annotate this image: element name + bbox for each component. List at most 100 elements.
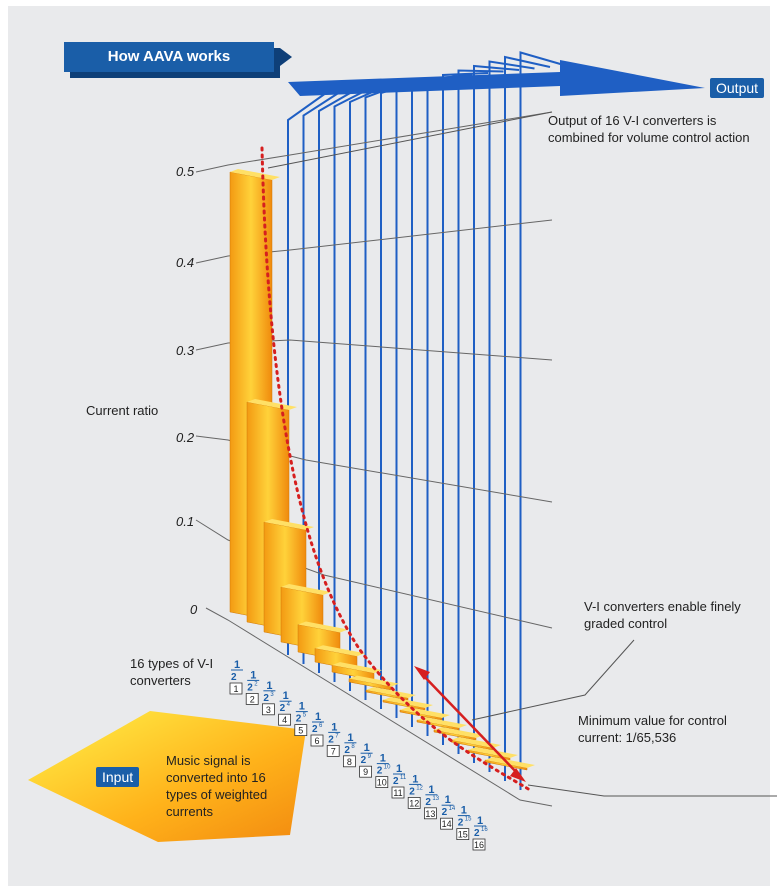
svg-text:1: 1 — [250, 669, 256, 681]
svg-text:12: 12 — [409, 798, 419, 808]
svg-text:1: 1 — [445, 794, 451, 806]
converter-wire — [426, 73, 473, 736]
svg-text:12: 12 — [416, 785, 423, 791]
input-tag: Input — [96, 767, 140, 787]
svg-text:9: 9 — [363, 767, 368, 777]
svg-text:1: 1 — [315, 711, 321, 723]
svg-text:2: 2 — [250, 694, 255, 704]
converter-wire — [302, 85, 350, 664]
converter-wire — [395, 76, 442, 718]
svg-text:2: 2 — [377, 766, 383, 777]
svg-text:1: 1 — [266, 680, 272, 692]
bar-13 — [433, 727, 484, 741]
svg-text:16: 16 — [481, 827, 488, 833]
svg-text:2: 2 — [442, 807, 448, 818]
input-signal-shape — [28, 711, 306, 842]
svg-text:2: 2 — [393, 776, 399, 787]
svg-text:1: 1 — [380, 753, 386, 765]
fraction-label-7: 12 7 7 — [326, 721, 341, 757]
svg-text:3: 3 — [270, 692, 274, 698]
converter-types-note: 16 types of V-I converters — [130, 656, 214, 688]
svg-text:14: 14 — [442, 819, 452, 829]
fraction-label-3: 12 3 3 — [261, 680, 276, 716]
svg-text:5: 5 — [298, 726, 303, 736]
decay-curve — [260, 146, 532, 792]
music-note: Music signal is converted into 16 types … — [166, 753, 268, 819]
y-tick-0: 0 — [190, 602, 198, 617]
svg-text:2: 2 — [474, 828, 480, 839]
fraction-label-4: 12 4 4 — [278, 690, 292, 726]
minimum-note: Minimum value for control current: 1/65,… — [578, 713, 727, 745]
y-tick-0.2: 0.2 — [176, 430, 195, 445]
fraction-label-15: 12 15 15 — [456, 805, 472, 840]
svg-text:14: 14 — [449, 806, 456, 812]
y-tick-0.1: 0.1 — [176, 514, 195, 529]
svg-text:1: 1 — [428, 784, 434, 796]
fraction-label-9: 12 9 9 — [359, 742, 373, 778]
svg-text:2: 2 — [247, 682, 253, 693]
fraction-label-14: 12 14 14 — [440, 794, 456, 830]
svg-text:2: 2 — [361, 755, 367, 766]
converter-wire — [519, 51, 566, 790]
converter-wire — [457, 69, 504, 754]
svg-text:2: 2 — [296, 714, 302, 725]
converter-wire — [349, 81, 396, 691]
svg-text:7: 7 — [335, 733, 339, 739]
svg-text:8: 8 — [351, 744, 355, 750]
svg-text:13: 13 — [425, 809, 435, 819]
svg-text:6: 6 — [319, 723, 323, 729]
svg-text:1: 1 — [299, 701, 305, 713]
converter-wire — [504, 55, 551, 781]
converter-wire — [488, 60, 535, 772]
svg-text:10: 10 — [384, 765, 391, 771]
svg-text:1: 1 — [233, 684, 238, 694]
svg-text:1: 1 — [331, 721, 337, 733]
svg-text:6: 6 — [314, 736, 319, 746]
output-note: Output of 16 V-I converters is combined … — [548, 113, 750, 145]
svg-text:2: 2 — [254, 681, 258, 687]
svg-text:1: 1 — [477, 815, 483, 827]
fraction-label-6: 12 6 6 — [310, 711, 324, 747]
svg-text:2: 2 — [344, 745, 350, 756]
svg-text:4: 4 — [282, 715, 287, 725]
svg-text:7: 7 — [331, 746, 336, 756]
svg-text:2: 2 — [425, 797, 431, 808]
svg-text:2: 2 — [328, 734, 334, 745]
svg-text:5: 5 — [303, 713, 307, 719]
svg-text:1: 1 — [396, 763, 402, 775]
output-tag: Output — [710, 78, 765, 98]
y-tick-0.3: 0.3 — [176, 343, 195, 358]
svg-text:11: 11 — [400, 775, 407, 781]
converter-wire — [442, 72, 489, 745]
svg-text:8: 8 — [347, 757, 352, 767]
svg-text:1: 1 — [461, 805, 467, 817]
y-tick-0.4: 0.4 — [176, 255, 195, 270]
svg-text:1: 1 — [347, 732, 353, 744]
svg-text:3: 3 — [266, 705, 271, 715]
range-arrow — [414, 666, 526, 782]
fraction-label-11: 12 11 11 — [391, 763, 407, 799]
svg-text:10: 10 — [377, 778, 387, 788]
svg-text:16: 16 — [474, 840, 484, 850]
svg-text:2: 2 — [409, 786, 415, 797]
svg-text:15: 15 — [465, 817, 472, 823]
fraction-label-13: 12 13 13 — [423, 784, 440, 820]
y-tick-0.5: 0.5 — [176, 164, 195, 179]
svg-text:11: 11 — [393, 788, 402, 798]
svg-text:4: 4 — [287, 702, 291, 708]
converter-wire — [473, 64, 520, 763]
svg-text:1: 1 — [412, 773, 418, 785]
converter-wire — [411, 75, 458, 727]
svg-text:2: 2 — [458, 818, 464, 829]
svg-text:2: 2 — [280, 703, 286, 714]
title-banner: How AAVA works — [64, 42, 292, 72]
svg-text:2: 2 — [312, 724, 318, 735]
svg-text:9: 9 — [368, 754, 372, 760]
fraction-label-5: 12 5 5 — [294, 701, 308, 736]
fraction-label-1: 121 — [229, 659, 243, 695]
svg-text:1: 1 — [283, 690, 289, 702]
svg-text:1: 1 — [234, 659, 240, 671]
bar-group — [229, 169, 535, 771]
